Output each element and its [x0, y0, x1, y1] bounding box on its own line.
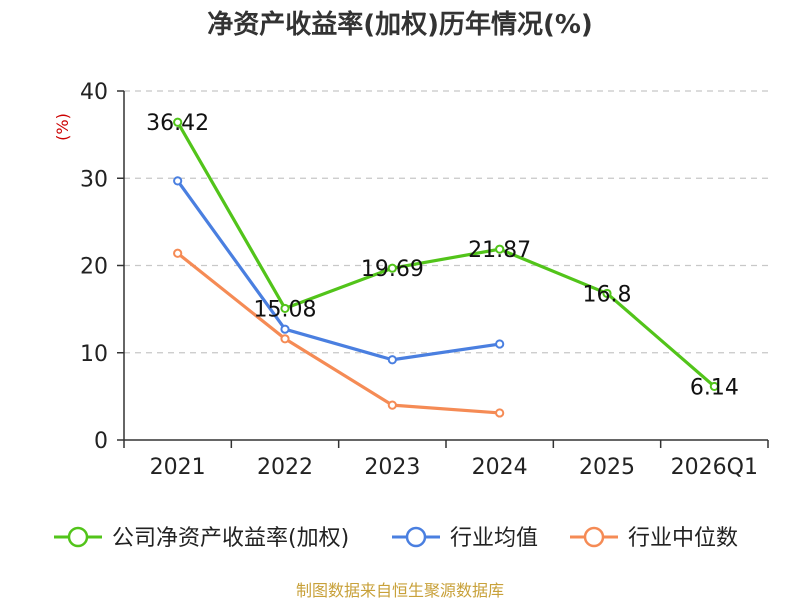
legend-marker-icon: [583, 526, 605, 548]
legend-marker-icon: [67, 526, 89, 548]
legend-label: 行业均值: [450, 526, 538, 551]
data-point: [280, 324, 290, 334]
x-tick-label: 2023: [364, 455, 420, 480]
legend-label: 公司净资产收益率(加权): [112, 526, 349, 551]
y-tick-label: 0: [94, 429, 108, 454]
y-axis-unit: (%): [53, 113, 72, 141]
x-tick-label: 2021: [150, 455, 206, 480]
y-tick-label: 40: [80, 80, 108, 105]
data-label: 36.42: [146, 111, 209, 136]
chart-title: 净资产收益率(加权)历年情况(%): [207, 9, 593, 40]
source-note: 制图数据来自恒生聚源数据库: [296, 581, 504, 600]
data-label: 21.87: [468, 238, 531, 263]
data-point: [495, 408, 505, 418]
data-labels: 36.42 15.08 19.69 21.87 16.8 6.14: [146, 111, 739, 400]
x-tick-label: 2025: [579, 455, 635, 480]
series-line-2: [176, 252, 500, 415]
data-point: [387, 400, 397, 410]
x-tick-labels: 2021 2022 2023 2024 2025 2026Q1: [150, 455, 758, 480]
data-point: [495, 244, 505, 254]
data-point: [280, 334, 290, 344]
data-point: [602, 288, 612, 299]
legend-label: 行业中位数: [628, 526, 738, 551]
data-point: [387, 263, 397, 273]
legend-marker-icon: [405, 526, 427, 548]
y-tick-label: 30: [80, 167, 108, 192]
data-point: [173, 248, 183, 258]
series-lines: [173, 117, 719, 418]
series-line-1: [176, 179, 500, 362]
y-tick-labels: 0 10 20 30 40: [80, 80, 108, 454]
axes: [117, 90, 769, 448]
legend: 公司净资产收益率(加权) 行业均值 行业中位数: [54, 526, 738, 551]
y-tick-label: 20: [80, 255, 108, 280]
gridlines: [124, 90, 768, 354]
x-tick-label: 2024: [472, 455, 528, 480]
data-point: [387, 355, 397, 365]
data-label: 19.69: [361, 257, 424, 282]
data-point: [495, 339, 505, 349]
y-tick-label: 10: [80, 342, 108, 367]
data-point: [173, 117, 183, 127]
data-point: [280, 303, 290, 314]
x-tick-label: 2022: [257, 455, 313, 480]
data-point: [173, 176, 183, 186]
data-point: [709, 381, 719, 392]
data-label: 16.8: [583, 282, 632, 307]
data-label: 6.14: [690, 375, 739, 400]
data-label: 15.08: [254, 297, 317, 322]
series-line-0: [176, 121, 716, 388]
x-tick-label: 2026Q1: [671, 455, 758, 480]
